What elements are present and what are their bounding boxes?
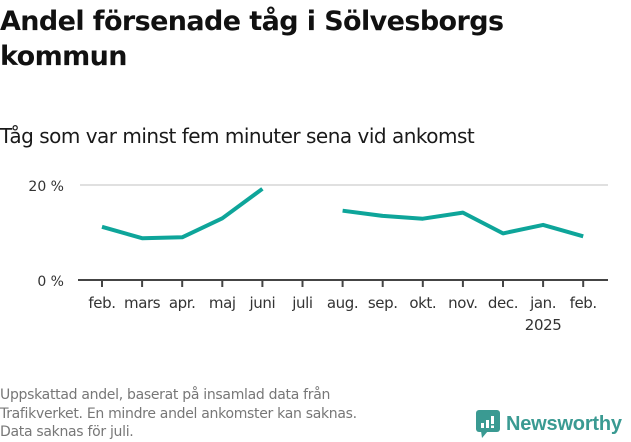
newsworthy-logo[interactable]: Newsworthy	[476, 410, 622, 438]
series-line	[101, 187, 264, 241]
x-tick-label: maj	[209, 294, 236, 312]
x-tick-label: jan.	[529, 294, 556, 312]
series-line	[342, 208, 584, 239]
x-axis-ticks	[101, 280, 585, 287]
x-tick-label: mars	[124, 294, 161, 312]
x-tick-label: sep.	[368, 294, 398, 312]
x-tick-label: feb.	[570, 294, 597, 312]
y-tick-label: 20 %	[28, 179, 64, 195]
x-tick-sublabel: 2025	[525, 316, 562, 334]
x-tick-label: dec.	[488, 294, 518, 312]
footnote: Uppskattad andel, baserat på insamlad da…	[0, 386, 357, 442]
line-chart: 20 % 0 % feb. mars apr. maj juni juli aug. sep.…	[28, 179, 608, 334]
footnote-line: Data saknas för juli.	[0, 424, 134, 440]
chart-title: Andel försenade tåg i Sölvesborgs kommun	[0, 6, 504, 72]
logo-text: Newsworthy	[506, 412, 622, 435]
x-tick-label: juli	[291, 294, 312, 312]
x-tick-label: juni	[249, 294, 276, 312]
footnote-line: Uppskattad andel, baserat på insamlad da…	[0, 387, 331, 403]
x-axis-labels: feb. mars apr. maj juni juli aug. sep. okt. nov. d…	[88, 294, 597, 334]
x-tick-label: apr.	[169, 294, 196, 312]
x-tick-label: nov.	[448, 294, 478, 312]
x-tick-label: okt.	[409, 294, 436, 312]
y-tick-label: 0 %	[37, 274, 64, 290]
footnote-line: Trafikverket. En mindre andel ankomster …	[0, 405, 357, 422]
chart-subtitle: Tåg som var minst fem minuter sena vid a…	[0, 124, 475, 148]
data-series	[101, 187, 584, 241]
x-tick-label: feb.	[88, 294, 115, 312]
bar-chart-speech-bubble-icon	[476, 410, 500, 438]
x-tick-label: aug.	[327, 294, 358, 312]
